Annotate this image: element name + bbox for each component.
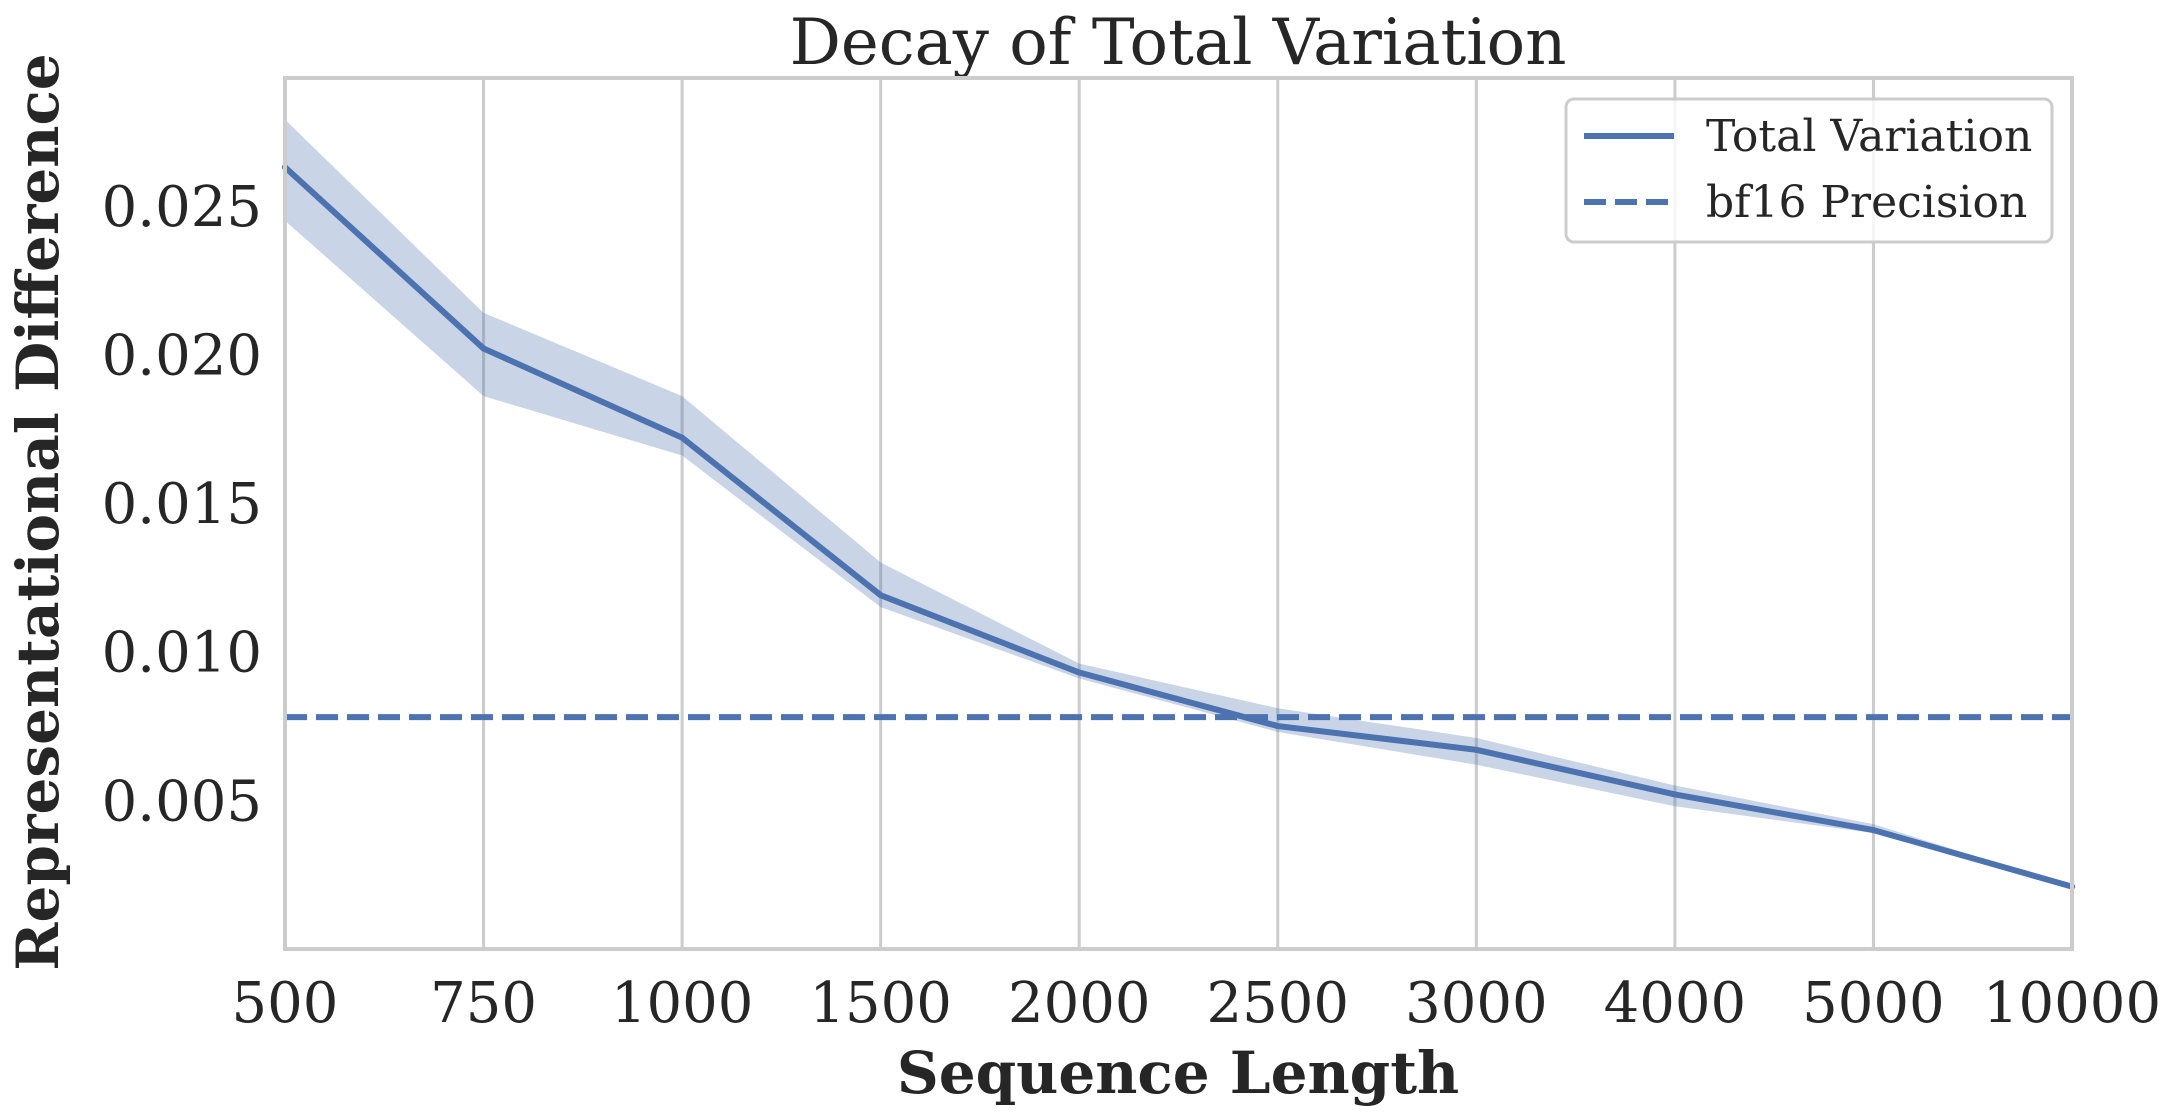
y-axis-label: Representational Difference	[4, 53, 72, 970]
x-tick-label-4000: 4000	[1604, 971, 1747, 1036]
y-tick-label-0.010: 0.010	[102, 621, 262, 686]
x-tick-label-1000: 1000	[611, 971, 754, 1036]
x-tick-label-10000: 10000	[1983, 971, 2161, 1036]
total-variation-point-1000	[679, 434, 686, 441]
x-tick-label-750: 750	[430, 971, 537, 1036]
x-tick-label-2500: 2500	[1207, 971, 1350, 1036]
total-variation-point-2000	[1076, 669, 1083, 676]
x-tick-label-1500: 1500	[809, 971, 952, 1036]
x-tick-label-5000: 5000	[1802, 971, 1945, 1036]
legend-box	[1564, 97, 2054, 244]
series-layer	[282, 164, 2075, 890]
total-variation-point-5000	[1870, 827, 1877, 834]
y-tick-label-0.020: 0.020	[102, 323, 262, 388]
x-tick-label-500: 500	[232, 971, 339, 1036]
x-tick-label-3000: 3000	[1405, 971, 1548, 1036]
x-axis-label: Sequence Length	[897, 1039, 1459, 1107]
chart-title: Decay of Total Variation	[790, 6, 1567, 80]
x-axis-ticks: 500 750 1000 1500 2000 2500 3000 4000 5000 10000	[232, 971, 2162, 1036]
legend-label-total-variation: Total Variation	[1706, 111, 2032, 162]
total-variation-point-1500	[877, 592, 884, 599]
plot-frame	[283, 76, 2074, 951]
total-variation-point-2500	[1274, 723, 1281, 730]
y-tick-label-0.005: 0.005	[102, 769, 262, 834]
y-tick-label-0.015: 0.015	[102, 472, 262, 537]
total-variation-point-4000	[1671, 791, 1678, 798]
total-variation-line	[282, 164, 2075, 890]
total-variation-point-750	[480, 345, 487, 352]
total-variation-point-3000	[1473, 746, 1480, 753]
y-tick-label-0.025: 0.025	[102, 175, 262, 240]
legend-label-bf16-precision: bf16 Precision	[1706, 177, 2027, 228]
legend: Total Variation bf16 Precision	[1564, 97, 2054, 244]
x-tick-label-2000: 2000	[1008, 971, 1151, 1036]
y-axis-ticks: 0.005 0.010 0.015 0.020 0.025	[102, 175, 262, 835]
